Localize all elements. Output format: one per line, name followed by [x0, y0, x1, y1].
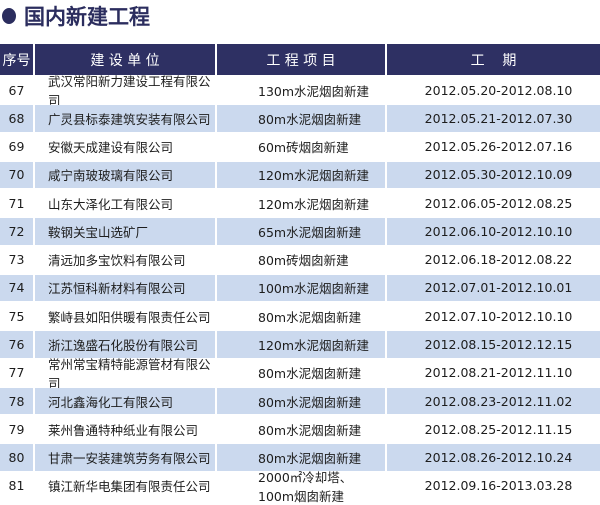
cell-period: 2012.05.21-2012.07.30 — [387, 105, 600, 132]
cell-unit: 清远加多宝饮料有限公司 — [48, 253, 186, 269]
cell-project: 120m水泥烟囱新建 — [217, 331, 385, 358]
cell-project: 60m砖烟囱新建 — [258, 140, 349, 156]
table-row: 79 莱州鲁通特种纸业有限公司 80m水泥烟囱新建 2012.08.25-2012.1… — [0, 415, 600, 443]
page-title: 国内新建工程 — [2, 2, 150, 30]
cell-no: 74 — [0, 274, 33, 302]
table-row: 76 浙江逸盛石化股份有限公司 120m水泥烟囱新建 2012.08.15-2012.… — [0, 330, 600, 358]
cell-unit: 莱州鲁通特种纸业有限公司 — [48, 422, 199, 438]
cell-period: 2012.05.30-2012.10.09 — [387, 161, 600, 189]
cell-no: 69 — [8, 139, 25, 155]
cell-period: 2012.08.21-2012.11.10 — [424, 365, 573, 381]
table-row: 77 常州常宝精特能源管材有限公司 80m水泥烟囱新建 2012.08.21-2012… — [0, 356, 600, 391]
cell-no: 72 — [0, 218, 33, 245]
cell-project: 65m水泥烟囱新建 — [217, 218, 385, 245]
title-text: 国内新建工程 — [24, 5, 150, 29]
cell-project: 80m水泥烟囱新建 — [258, 309, 362, 325]
cell-period: 2012.05.20-2012.08.10 — [424, 82, 573, 98]
table-row: 68 广灵县标泰建筑安装有限公司 80m水泥烟囱新建 2012.05.21-2012.… — [0, 104, 600, 132]
cell-project: 100m水泥烟囱新建 — [217, 274, 385, 302]
cell-unit: 安徽天成建设有限公司 — [48, 140, 174, 156]
cell-unit: 河北鑫海化工有限公司 — [35, 387, 215, 415]
cell-period: 2012.06.10-2012.10.10 — [387, 218, 600, 245]
cell-project: 130m水泥烟囱新建 — [258, 83, 370, 99]
cell-period: 2012.05.26-2012.07.16 — [424, 139, 573, 155]
cell-no: 78 — [0, 387, 33, 415]
cell-unit: 山东大泽化工有限公司 — [48, 196, 174, 212]
cell-period: 2012.07.01-2012.10.01 — [387, 274, 600, 302]
cell-project: 2000㎡冷却塔、100m烟囱新建 — [258, 469, 353, 504]
table-row: 78 河北鑫海化工有限公司 80m水泥烟囱新建 2012.08.23-2012.11.… — [0, 387, 600, 415]
table-row: 81 镇江新华电集团有限责任公司 2000㎡冷却塔、100m烟囱新建 2012.09.… — [0, 469, 600, 504]
cell-no: 81 — [8, 478, 25, 494]
cell-no: 67 — [8, 82, 25, 98]
table-row: 75 繁峙县如阳供暖有限责任公司 80m水泥烟囱新建 2012.07.10-2012.… — [0, 302, 600, 330]
cell-period: 2012.08.15-2012.12.15 — [387, 331, 600, 358]
cell-project: 120m水泥烟囱新建 — [217, 161, 385, 189]
cell-period: 2012.07.10-2012.10.10 — [424, 308, 573, 324]
cell-unit: 武汉常阳新力建设工程有限公司 — [48, 74, 211, 109]
cell-no: 75 — [8, 308, 25, 324]
cell-project: 120m水泥烟囱新建 — [258, 196, 370, 212]
cell-period: 2012.09.16-2013.03.28 — [424, 478, 573, 494]
cell-no: 73 — [8, 252, 25, 268]
table-header: 序号 建 设 单 位 工 程 项 目 工 期 — [0, 44, 600, 75]
cell-project: 80m水泥烟囱新建 — [217, 105, 385, 132]
cell-project: 80m水泥烟囱新建 — [217, 444, 385, 471]
table-row: 73 清远加多宝饮料有限公司 80m砖烟囱新建 2012.06.18-2012.08.… — [0, 246, 600, 274]
cell-project: 80m水泥烟囱新建 — [217, 387, 385, 415]
header-period: 工 期 — [387, 44, 600, 75]
cell-no: 79 — [8, 421, 25, 437]
cell-unit: 常州常宝精特能源管材有限公司 — [48, 356, 211, 391]
table-row: 67 武汉常阳新力建设工程有限公司 130m水泥烟囱新建 2012.05.20-201… — [0, 74, 600, 109]
cell-unit: 江苏恒科新材料有限公司 — [35, 274, 215, 302]
cell-no: 76 — [0, 331, 33, 358]
bullet-icon — [2, 8, 16, 24]
cell-no: 68 — [0, 105, 33, 132]
cell-period: 2012.08.25-2012.11.15 — [424, 421, 573, 437]
cell-period: 2012.08.23-2012.11.02 — [387, 387, 600, 415]
table-row: 80 甘肃一安装建筑劳务有限公司 80m水泥烟囱新建 2012.08.26-2012.… — [0, 443, 600, 471]
table-row: 74 江苏恒科新材料有限公司 100m水泥烟囱新建 2012.07.01-2012.1… — [0, 274, 600, 302]
cell-no: 80 — [0, 444, 33, 471]
cell-unit: 繁峙县如阳供暖有限责任公司 — [48, 309, 211, 325]
table-row: 70 咸宁南玻玻璃有限公司 120m水泥烟囱新建 2012.05.30-2012.10… — [0, 161, 600, 189]
cell-no: 71 — [8, 195, 25, 211]
cell-period: 2012.06.18-2012.08.22 — [424, 252, 573, 268]
cell-no: 70 — [0, 161, 33, 189]
header-project: 工 程 项 目 — [217, 44, 385, 75]
table-row: 71 山东大泽化工有限公司 120m水泥烟囱新建 2012.06.05-2012.08… — [0, 189, 600, 217]
cell-period: 2012.06.05-2012.08.25 — [424, 195, 573, 211]
header-no: 序号 — [0, 44, 33, 75]
cell-no: 77 — [8, 365, 25, 381]
cell-unit: 广灵县标泰建筑安装有限公司 — [35, 105, 215, 132]
cell-unit: 镇江新华电集团有限责任公司 — [48, 479, 211, 495]
cell-unit: 鞍钢关宝山选矿厂 — [35, 218, 215, 245]
table-row: 69 安徽天成建设有限公司 60m砖烟囱新建 2012.05.26-2012.07.1… — [0, 133, 600, 161]
cell-unit: 甘肃一安装建筑劳务有限公司 — [35, 444, 215, 471]
table-body: 67 武汉常阳新力建设工程有限公司 130m水泥烟囱新建 2012.05.20-201… — [0, 74, 600, 504]
header-unit: 建 设 单 位 — [35, 44, 215, 75]
cell-period: 2012.08.26-2012.10.24 — [387, 444, 600, 471]
table-row: 72 鞍钢关宝山选矿厂 65m水泥烟囱新建 2012.06.10-2012.10.10 — [0, 217, 600, 245]
cell-unit: 浙江逸盛石化股份有限公司 — [35, 331, 215, 358]
cell-unit: 咸宁南玻玻璃有限公司 — [35, 161, 215, 189]
cell-project: 80m砖烟囱新建 — [258, 253, 349, 269]
cell-project: 80m水泥烟囱新建 — [258, 422, 362, 438]
cell-project: 80m水泥烟囱新建 — [258, 366, 362, 382]
